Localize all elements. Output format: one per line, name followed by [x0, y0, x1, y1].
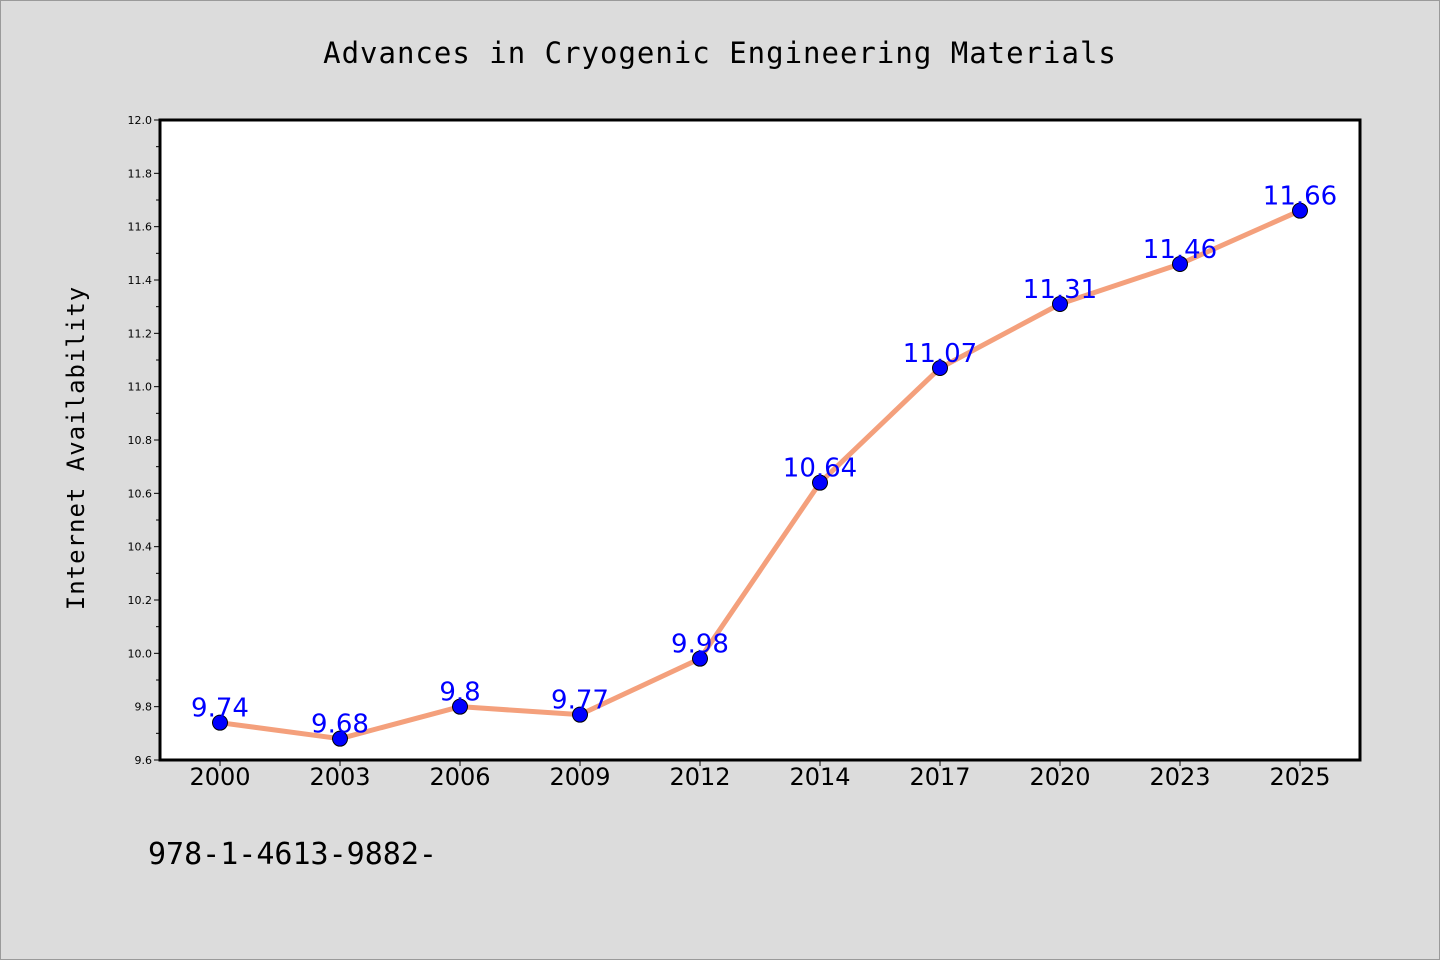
x-tick-label: 2009 — [549, 763, 610, 791]
data-point — [332, 730, 348, 747]
y-tick-label: 10.4 — [128, 541, 153, 554]
data-label: 9.8 — [439, 678, 480, 708]
y-tick-label: 11.4 — [128, 274, 153, 287]
data-label: 9.68 — [311, 710, 369, 740]
data-label: 10.64 — [783, 454, 857, 484]
y-tick-label: 11.8 — [128, 167, 153, 180]
data-label: 9.98 — [671, 630, 729, 660]
data-label: 11.46 — [1143, 235, 1217, 265]
y-tick-label: 11.0 — [128, 381, 153, 394]
y-tick-label: 11.6 — [128, 221, 153, 234]
x-tick-label: 2012 — [669, 763, 730, 791]
x-axis: 2000 2003 2006 2009 2012 2014 2017 2020 2023 2025 — [189, 760, 1331, 791]
y-tick-label: 10.2 — [128, 594, 153, 607]
y-tick-label: 10.8 — [128, 434, 153, 447]
data-point — [932, 360, 948, 376]
data-point — [1172, 256, 1188, 272]
data-labels: 9.74 9.68 9.8 9.77 9.98 10.64 11.07 11.31 11.46 1… — [191, 182, 1337, 740]
footer-isbn: 978-1-4613-9882- — [148, 837, 437, 872]
data-label: 9.74 — [191, 694, 249, 724]
data-point — [572, 706, 588, 723]
series-group — [212, 202, 1308, 747]
x-tick-label: 2023 — [1149, 763, 1210, 791]
y-tick-label: 10.6 — [128, 487, 153, 500]
x-tick-label: 2006 — [429, 763, 490, 791]
y-axis: 9.6 9.8 10.0 10.2 10.4 10.6 10.8 11.0 11.2 11.4 11… — [128, 114, 160, 767]
y-axis-label: Internet Availability — [62, 286, 90, 610]
data-point — [1052, 296, 1068, 312]
y-tick-label: 10.0 — [128, 647, 153, 660]
data-label: 11.66 — [1263, 182, 1337, 212]
data-label: 9.77 — [551, 686, 609, 716]
x-tick-label: 2014 — [789, 763, 850, 791]
y-tick-label: 12.0 — [128, 114, 153, 127]
y-tick-label: 11.2 — [128, 327, 153, 340]
x-tick-label: 2017 — [909, 763, 970, 791]
series-line — [217, 208, 1303, 742]
plot-area — [158, 118, 1362, 762]
data-point — [692, 650, 708, 667]
data-point — [1292, 202, 1308, 219]
y-tick-label: 9.8 — [135, 701, 153, 714]
data-label: 11.31 — [1023, 275, 1097, 305]
data-point — [812, 474, 828, 491]
x-tick-label: 2000 — [189, 763, 250, 791]
data-point — [452, 698, 468, 715]
x-tick-label: 2003 — [309, 763, 370, 791]
y-tick-label: 9.6 — [135, 754, 153, 767]
x-tick-label: 2020 — [1029, 763, 1090, 791]
x-tick-label: 2025 — [1269, 763, 1330, 791]
data-label: 11.07 — [903, 339, 977, 369]
data-point — [212, 714, 228, 731]
chart-title: Advances in Cryogenic Engineering Materi… — [323, 36, 1117, 70]
